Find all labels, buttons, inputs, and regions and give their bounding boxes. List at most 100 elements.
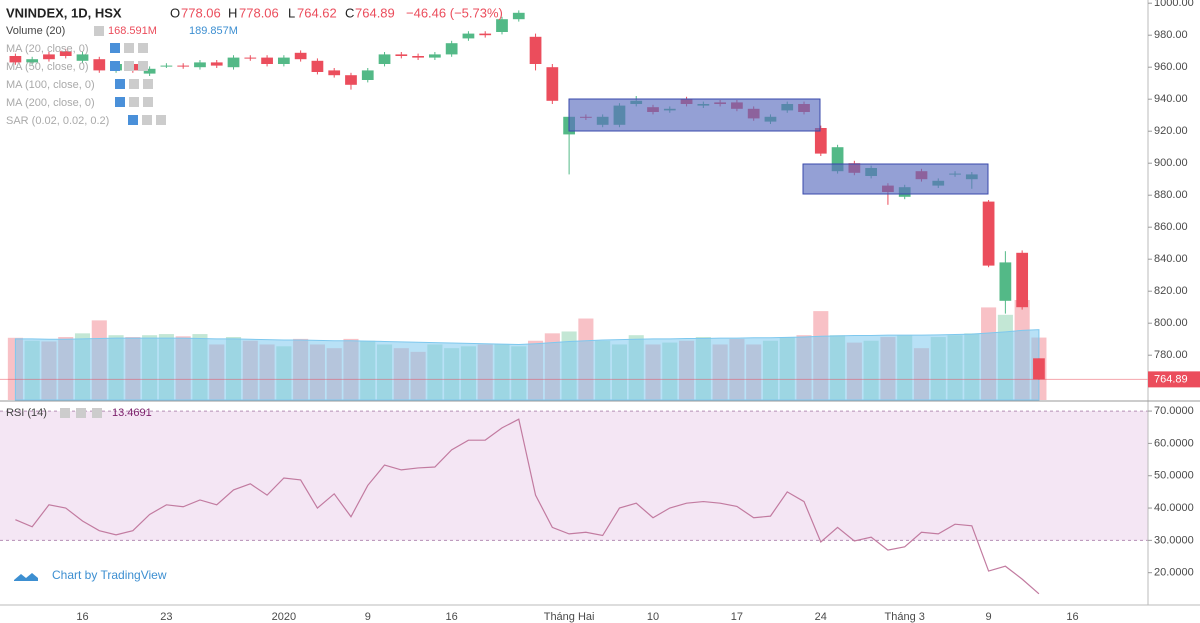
candle-body <box>496 19 508 32</box>
candle-body <box>999 262 1012 301</box>
y-tick-label: 980.00 <box>1154 29 1188 41</box>
icon <box>110 61 120 71</box>
x-tick-label: 9 <box>365 611 371 623</box>
ohlc-value: 778.06 <box>181 5 221 20</box>
icon <box>156 115 166 125</box>
candle-body <box>395 54 408 56</box>
y-tick-label: 860.00 <box>1154 221 1188 233</box>
ohlc-key: L <box>288 5 295 20</box>
y-tick-label: 50.0000 <box>1154 470 1194 482</box>
ohlc-key: C <box>345 5 354 20</box>
candle-body <box>261 57 273 64</box>
icon <box>129 97 139 107</box>
icon <box>128 115 138 125</box>
legend: VNINDEX, 1D, HSX O 778.06 H 778.06 L 764… <box>6 5 503 418</box>
icon <box>115 97 125 107</box>
marks <box>0 10 1148 595</box>
icon <box>143 97 153 107</box>
symbol: VNINDEX, 1D, HSX <box>6 5 122 20</box>
candle-body <box>311 60 324 72</box>
rsi-line <box>15 418 1040 595</box>
icon <box>138 43 148 53</box>
candle-body <box>479 33 492 36</box>
candle-body <box>277 57 290 64</box>
icon <box>143 79 153 89</box>
candle-body <box>244 57 257 59</box>
candle-body <box>1033 358 1045 380</box>
icon <box>115 79 125 89</box>
range-box <box>568 98 821 132</box>
candle-body <box>412 56 424 58</box>
y-tick-label: 20.0000 <box>1154 567 1194 579</box>
icon <box>110 43 120 53</box>
candle-body <box>43 54 55 60</box>
icon <box>138 61 148 71</box>
icon <box>94 26 104 36</box>
volume-title: Volume (20) <box>6 25 65 37</box>
candle-body <box>227 57 240 68</box>
x-tick-label: 9 <box>986 611 992 623</box>
y-tick-label: 840.00 <box>1154 253 1188 265</box>
candle-body <box>512 12 525 20</box>
candle-body <box>93 59 106 71</box>
range-box <box>802 163 989 195</box>
ohlc-key: O <box>170 5 180 20</box>
icon <box>60 408 70 418</box>
candle-body <box>294 52 307 60</box>
x-tick-label: Tháng 3 <box>885 611 925 623</box>
volume-ma-area <box>14 329 1040 401</box>
indicator: SAR (0.02, 0.02, 0.2) <box>6 115 109 127</box>
y-tick-label: 960.00 <box>1154 61 1188 73</box>
candle-body <box>1016 252 1029 308</box>
icon <box>76 408 86 418</box>
y-tick-label: 920.00 <box>1154 125 1188 137</box>
x-tick-label: 16 <box>446 611 458 623</box>
candle-body <box>982 201 995 266</box>
icon <box>124 61 134 71</box>
y-tick-label: 70.0000 <box>1154 405 1194 417</box>
x-tick-label: 17 <box>731 611 743 623</box>
x-tick-label: 16 <box>76 611 88 623</box>
candle-body <box>210 62 223 66</box>
rsi-value: 13.4691 <box>112 407 152 419</box>
y-tick-label: 1000.00 <box>1154 0 1194 9</box>
last-price-tag <box>1148 371 1200 388</box>
indicator: MA (20, close, 0) <box>6 43 89 55</box>
y-tick-label: 60.0000 <box>1154 437 1194 449</box>
ohlc-key: H <box>228 5 237 20</box>
icon <box>124 43 134 53</box>
y-tick-label: 940.00 <box>1154 93 1188 105</box>
ohlc-value: 764.62 <box>297 5 337 20</box>
last-price-label: 764.89 <box>1154 373 1188 385</box>
candle-body <box>143 68 156 74</box>
credit: Chart by TradingView <box>52 568 167 582</box>
change: −46.46 (−5.73%) <box>406 5 503 20</box>
candle-body <box>429 54 441 58</box>
icon <box>129 79 139 89</box>
indicator: MA (50, close, 0) <box>6 61 89 73</box>
y-tick-label: 40.0000 <box>1154 502 1194 514</box>
y-tick-label: 820.00 <box>1154 285 1188 297</box>
legend-icons <box>60 26 166 418</box>
candle-body <box>814 128 827 154</box>
ohlc-value: 778.06 <box>239 5 279 20</box>
candle-body <box>177 65 190 67</box>
y-tick-label: 900.00 <box>1154 157 1188 169</box>
candle-body <box>361 70 374 80</box>
x-tick-label: 2020 <box>272 611 296 623</box>
candle-body <box>194 62 206 68</box>
x-tick-label: 10 <box>647 611 659 623</box>
candle-body <box>529 36 542 64</box>
indicator: MA (200, close, 0) <box>6 97 95 109</box>
y-tick-label: 780.00 <box>1154 349 1188 361</box>
tradingview-logo <box>14 573 38 581</box>
candle-body <box>345 75 357 85</box>
icon <box>142 115 152 125</box>
rsi-band <box>0 411 1148 541</box>
y-tick-label: 880.00 <box>1154 189 1188 201</box>
candle-body <box>160 65 173 67</box>
candle-body <box>831 147 844 172</box>
candle-body <box>9 56 22 63</box>
candle-body <box>26 59 39 63</box>
